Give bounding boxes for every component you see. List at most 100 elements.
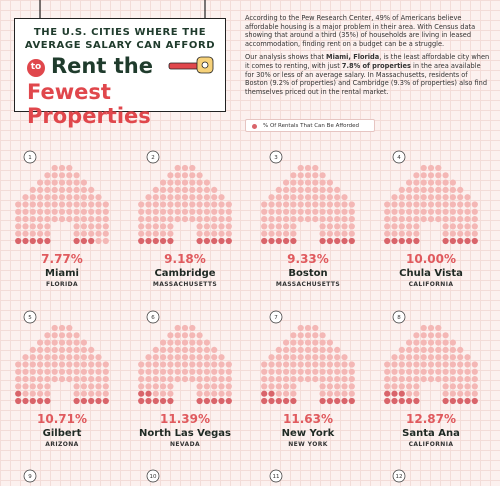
dot	[275, 383, 282, 390]
dot	[312, 332, 319, 339]
dot	[73, 230, 80, 237]
dot	[15, 397, 22, 405]
text: , is the least affordable city when it c…	[245, 53, 490, 70]
dot	[58, 324, 66, 332]
dot	[319, 368, 326, 375]
dot	[167, 216, 174, 223]
dot	[203, 194, 210, 201]
dot	[442, 172, 449, 179]
dot	[319, 179, 326, 186]
dot	[413, 390, 420, 397]
dot	[420, 194, 427, 201]
dot	[312, 216, 319, 223]
city-name: North Las Vegas	[139, 428, 231, 439]
dot	[449, 186, 456, 193]
dot	[211, 194, 218, 201]
dot	[37, 383, 44, 390]
city-name: New York	[282, 428, 335, 439]
dot	[442, 216, 449, 223]
dot	[290, 172, 297, 179]
dot	[95, 208, 102, 215]
dot	[138, 230, 145, 237]
percent: 9.33%	[287, 252, 329, 266]
dot	[218, 397, 225, 405]
dot	[261, 383, 268, 390]
dot	[225, 376, 232, 383]
dot	[413, 354, 420, 361]
dot	[44, 230, 51, 237]
text: in the area available for 30% or less of…	[245, 61, 488, 96]
dot	[326, 237, 333, 245]
dot	[37, 186, 44, 193]
dot	[138, 376, 145, 383]
dot	[15, 201, 22, 208]
dot	[174, 339, 181, 346]
dot	[319, 383, 326, 390]
dot	[297, 201, 304, 208]
dot	[319, 390, 326, 397]
dot	[435, 339, 442, 346]
dot	[435, 324, 442, 332]
dot	[420, 208, 427, 215]
dot	[152, 201, 159, 208]
dot	[152, 397, 159, 405]
dot	[290, 208, 297, 215]
dot	[261, 230, 268, 237]
dot	[261, 208, 268, 215]
dot	[203, 230, 210, 237]
dot	[203, 383, 210, 390]
dot	[218, 383, 225, 390]
dot	[211, 201, 218, 208]
dot	[181, 194, 189, 201]
dot	[189, 208, 196, 215]
dot	[326, 208, 333, 215]
dot	[145, 216, 152, 223]
bold-text: 7.8% of properties	[341, 61, 411, 70]
dot	[102, 201, 109, 208]
dot	[22, 397, 29, 405]
dot	[189, 324, 196, 332]
dot	[73, 237, 80, 245]
dot	[29, 346, 36, 353]
dot	[275, 390, 282, 397]
dot	[442, 346, 449, 353]
dot	[44, 354, 51, 361]
dot	[268, 237, 275, 245]
dot	[283, 390, 290, 397]
dot	[44, 397, 51, 405]
dot	[102, 390, 109, 397]
dot	[341, 223, 348, 230]
dot	[145, 383, 152, 390]
dot	[211, 390, 218, 397]
dot	[80, 201, 87, 208]
dot	[218, 376, 225, 383]
dot	[203, 208, 210, 215]
dot	[88, 237, 95, 245]
dot	[22, 230, 29, 237]
dot	[58, 346, 66, 353]
dot	[304, 339, 312, 346]
dot	[391, 208, 398, 215]
dot	[268, 223, 275, 230]
dot	[312, 361, 319, 368]
dot	[196, 237, 203, 245]
dot	[167, 383, 174, 390]
dot	[464, 237, 471, 245]
dot	[341, 383, 348, 390]
dot	[66, 201, 73, 208]
dot	[442, 194, 449, 201]
dot	[275, 230, 282, 237]
dot	[427, 324, 435, 332]
dot	[73, 339, 80, 346]
dot	[189, 332, 196, 339]
dot	[225, 230, 232, 237]
dot	[348, 208, 355, 215]
dot	[398, 230, 405, 237]
dot	[348, 223, 355, 230]
dot	[211, 354, 218, 361]
dot	[145, 223, 152, 230]
dot	[334, 237, 341, 245]
dot	[58, 201, 66, 208]
dot	[102, 397, 109, 405]
dot	[464, 376, 471, 383]
